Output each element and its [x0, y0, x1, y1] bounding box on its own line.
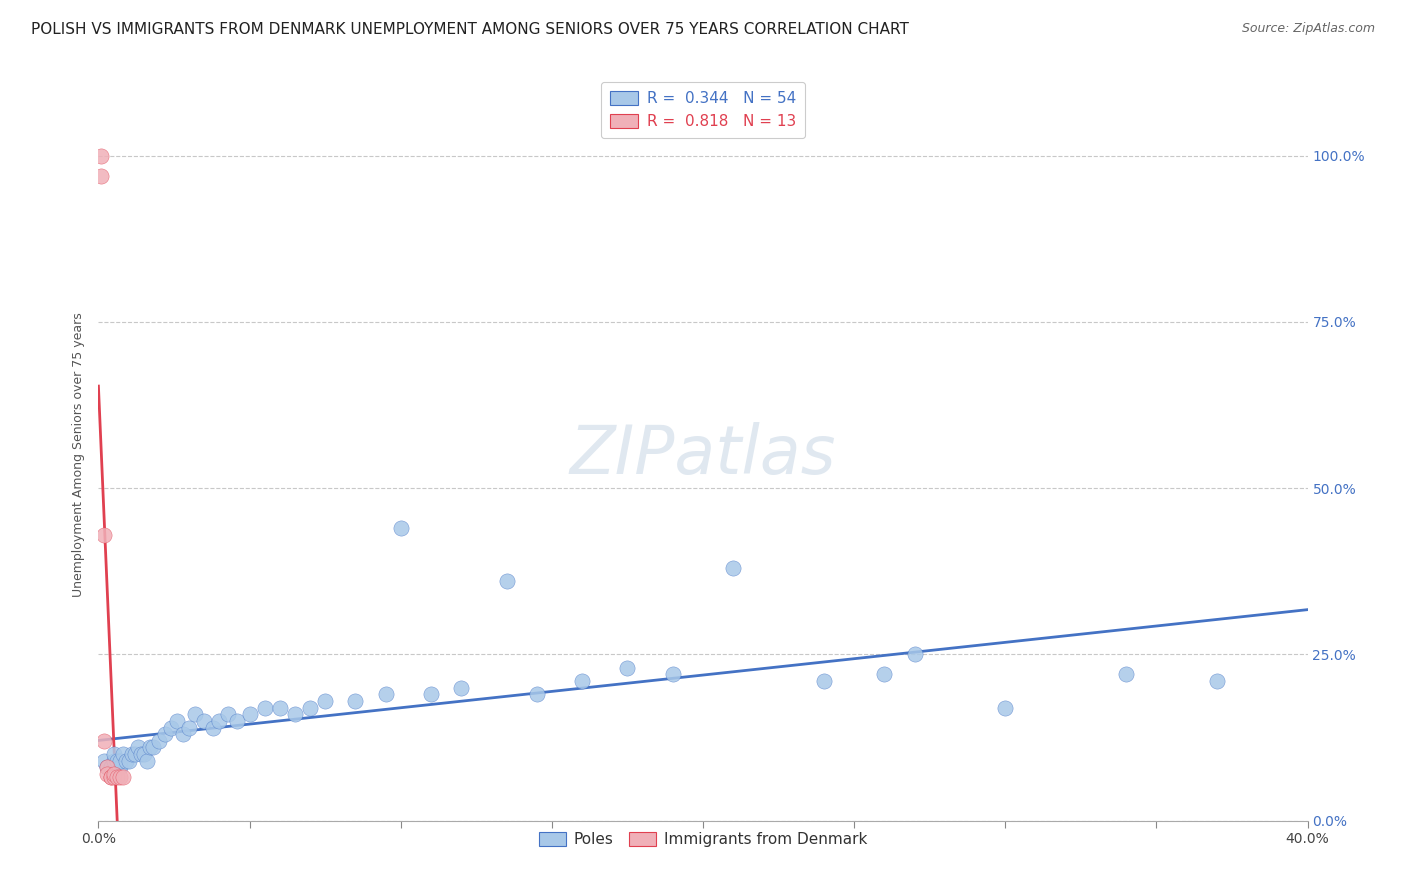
Point	[100, 760, 122, 774]
Point	[571, 673, 593, 688]
Point	[239, 707, 262, 722]
Point	[111, 747, 134, 761]
Legend: Poles, Immigrants from Denmark: Poles, Immigrants from Denmark	[533, 826, 873, 854]
Point	[121, 747, 143, 761]
Point	[103, 767, 125, 781]
Point	[661, 667, 683, 681]
Point	[873, 667, 896, 681]
Point	[813, 673, 835, 688]
Point	[118, 754, 141, 768]
Point	[166, 714, 188, 728]
Text: ZIPatlas: ZIPatlas	[569, 422, 837, 488]
Point	[139, 740, 162, 755]
Point	[100, 771, 122, 785]
Point	[108, 754, 131, 768]
Point	[105, 771, 128, 785]
Point	[127, 740, 149, 755]
Point	[193, 714, 215, 728]
Point	[526, 687, 548, 701]
Point	[994, 700, 1017, 714]
Point	[160, 721, 183, 735]
Point	[103, 771, 125, 785]
Point	[1206, 673, 1229, 688]
Text: POLISH VS IMMIGRANTS FROM DENMARK UNEMPLOYMENT AMONG SENIORS OVER 75 YEARS CORRE: POLISH VS IMMIGRANTS FROM DENMARK UNEMPL…	[31, 22, 908, 37]
Point	[374, 687, 396, 701]
Point	[105, 754, 128, 768]
Point	[108, 760, 131, 774]
Point	[96, 760, 118, 774]
Point	[96, 767, 118, 781]
Point	[93, 734, 115, 748]
Point	[450, 681, 472, 695]
Point	[723, 561, 745, 575]
Point	[179, 721, 201, 735]
Point	[129, 747, 152, 761]
Point	[148, 734, 170, 748]
Point	[616, 661, 638, 675]
Point	[132, 747, 155, 761]
Point	[344, 694, 367, 708]
Point	[253, 700, 276, 714]
Point	[103, 754, 125, 768]
Point	[114, 754, 136, 768]
Point	[153, 727, 176, 741]
Y-axis label: Unemployment Among Seniors over 75 years: Unemployment Among Seniors over 75 years	[72, 312, 86, 598]
Point	[90, 149, 112, 163]
Point	[284, 707, 307, 722]
Point	[96, 760, 118, 774]
Point	[124, 747, 146, 761]
Text: Source: ZipAtlas.com: Source: ZipAtlas.com	[1241, 22, 1375, 36]
Point	[314, 694, 336, 708]
Point	[299, 700, 322, 714]
Point	[100, 771, 122, 785]
Point	[217, 707, 239, 722]
Point	[184, 707, 207, 722]
Point	[93, 527, 115, 541]
Point	[111, 771, 134, 785]
Point	[208, 714, 231, 728]
Point	[904, 648, 927, 662]
Point	[135, 754, 157, 768]
Point	[269, 700, 291, 714]
Point	[202, 721, 225, 735]
Point	[420, 687, 443, 701]
Point	[1115, 667, 1137, 681]
Point	[93, 754, 115, 768]
Point	[90, 169, 112, 183]
Point	[103, 747, 125, 761]
Point	[495, 574, 517, 589]
Point	[142, 740, 165, 755]
Point	[226, 714, 249, 728]
Point	[172, 727, 194, 741]
Point	[108, 771, 131, 785]
Point	[389, 521, 412, 535]
